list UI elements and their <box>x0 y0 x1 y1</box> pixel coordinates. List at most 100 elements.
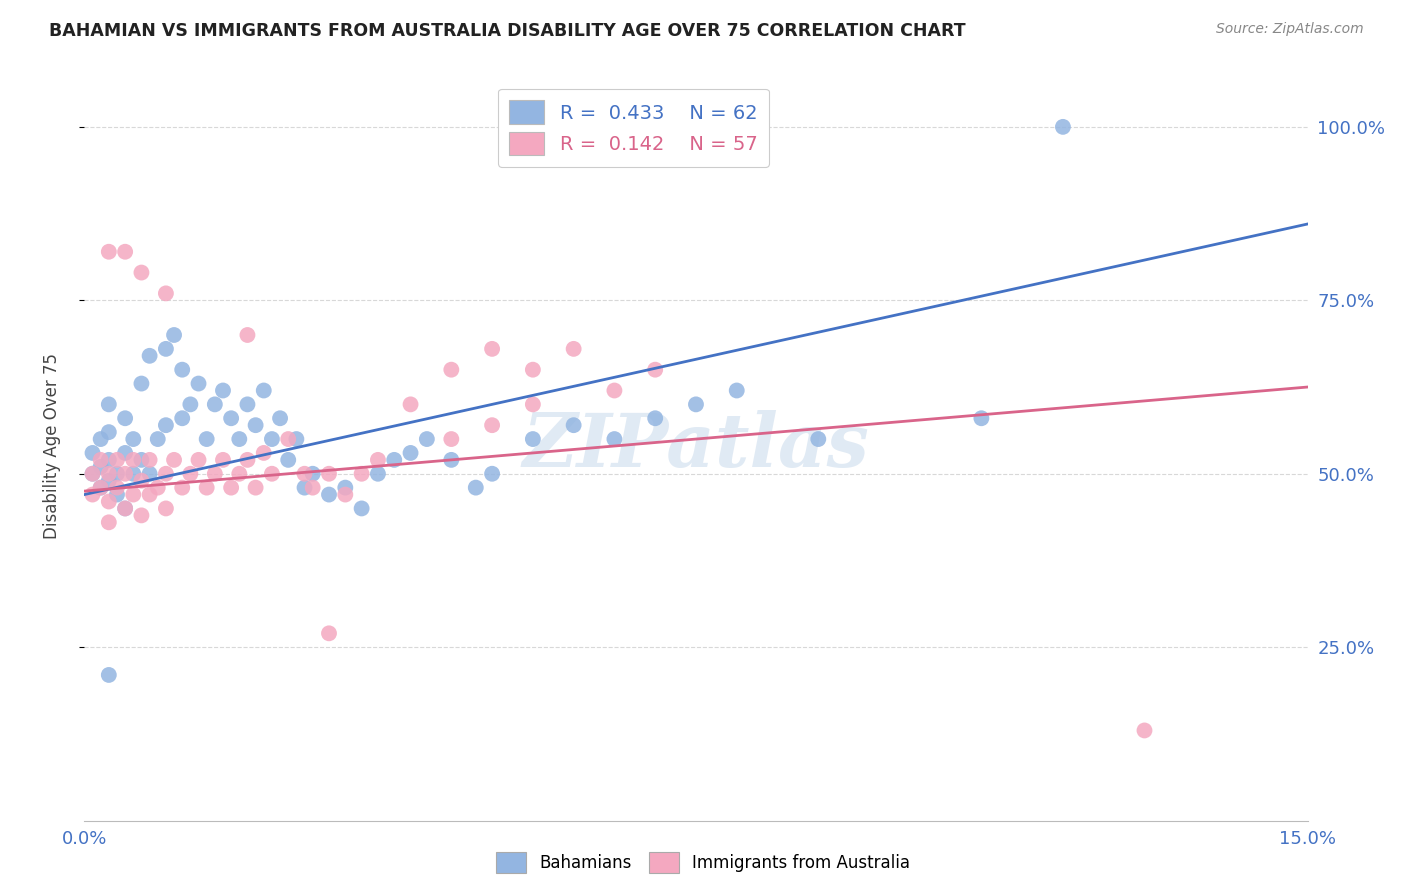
Text: ZIPatlas: ZIPatlas <box>523 409 869 483</box>
Point <box>481 467 503 481</box>
Point <box>301 481 323 495</box>
Point <box>146 432 169 446</box>
Point <box>350 501 373 516</box>
Point <box>204 397 226 411</box>
Point <box>219 481 242 495</box>
Point <box>212 453 235 467</box>
Point <box>399 397 422 411</box>
Point <box>187 376 209 391</box>
Point <box>522 362 544 376</box>
Point <box>318 487 340 501</box>
Point <box>131 508 153 523</box>
Point <box>90 459 112 474</box>
Point <box>522 397 544 411</box>
Text: BAHAMIAN VS IMMIGRANTS FROM AUSTRALIA DISABILITY AGE OVER 75 CORRELATION CHART: BAHAMIAN VS IMMIGRANTS FROM AUSTRALIA DI… <box>49 22 966 40</box>
Point <box>318 467 340 481</box>
Point <box>97 516 120 530</box>
Point <box>464 481 486 495</box>
Point <box>97 397 120 411</box>
Point <box>1052 120 1074 134</box>
Point <box>440 453 463 467</box>
Point <box>440 362 463 376</box>
Point <box>82 467 104 481</box>
Point <box>163 453 186 467</box>
Point <box>97 494 120 508</box>
Point <box>179 467 201 481</box>
Point <box>155 467 177 481</box>
Point <box>219 411 242 425</box>
Point <box>562 418 585 433</box>
Point <box>260 432 283 446</box>
Point <box>644 411 666 425</box>
Point <box>269 411 291 425</box>
Point <box>131 376 153 391</box>
Point <box>155 342 177 356</box>
Point <box>163 328 186 343</box>
Point <box>82 467 104 481</box>
Point <box>725 384 748 398</box>
Point <box>301 467 323 481</box>
Point <box>416 432 439 446</box>
Point <box>172 411 194 425</box>
Point <box>122 432 145 446</box>
Point <box>685 397 707 411</box>
Point <box>131 474 153 488</box>
Point <box>644 362 666 376</box>
Point <box>138 349 160 363</box>
Point <box>97 467 120 481</box>
Point <box>236 328 259 343</box>
Point <box>228 467 250 481</box>
Point <box>131 266 153 280</box>
Point <box>350 467 373 481</box>
Point <box>97 244 120 259</box>
Point <box>138 487 160 501</box>
Point <box>114 411 136 425</box>
Point <box>603 432 626 446</box>
Point <box>114 446 136 460</box>
Point <box>228 432 250 446</box>
Point <box>114 244 136 259</box>
Point <box>195 432 218 446</box>
Point <box>318 626 340 640</box>
Point <box>1133 723 1156 738</box>
Point <box>253 446 276 460</box>
Point <box>522 432 544 446</box>
Point <box>82 446 104 460</box>
Point <box>138 467 160 481</box>
Point <box>277 432 299 446</box>
Point <box>335 481 357 495</box>
Point <box>179 397 201 411</box>
Point <box>236 397 259 411</box>
Point <box>562 342 585 356</box>
Point <box>382 453 405 467</box>
Point <box>481 342 503 356</box>
Point <box>122 467 145 481</box>
Point <box>260 467 283 481</box>
Point <box>367 453 389 467</box>
Point <box>335 487 357 501</box>
Point <box>105 481 128 495</box>
Point <box>294 467 316 481</box>
Point <box>285 432 308 446</box>
Point <box>277 453 299 467</box>
Point <box>245 481 267 495</box>
Legend: Bahamians, Immigrants from Australia: Bahamians, Immigrants from Australia <box>489 846 917 880</box>
Point <box>114 501 136 516</box>
Point <box>105 487 128 501</box>
Point <box>807 432 830 446</box>
Point <box>399 446 422 460</box>
Point <box>155 501 177 516</box>
Point <box>172 362 194 376</box>
Point <box>603 384 626 398</box>
Point <box>236 453 259 467</box>
Point <box>122 487 145 501</box>
Point <box>204 467 226 481</box>
Point <box>155 418 177 433</box>
Point <box>97 453 120 467</box>
Point <box>138 453 160 467</box>
Point <box>82 487 104 501</box>
Y-axis label: Disability Age Over 75: Disability Age Over 75 <box>42 353 60 539</box>
Text: Source: ZipAtlas.com: Source: ZipAtlas.com <box>1216 22 1364 37</box>
Point <box>172 481 194 495</box>
Point <box>114 467 136 481</box>
